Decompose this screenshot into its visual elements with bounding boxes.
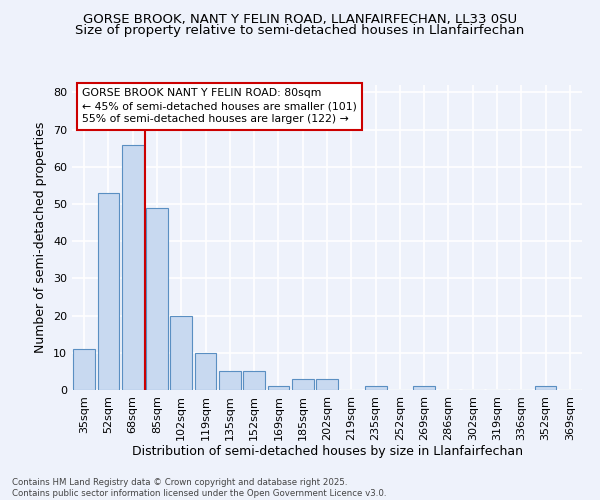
Y-axis label: Number of semi-detached properties: Number of semi-detached properties bbox=[34, 122, 47, 353]
Bar bbox=[413, 386, 435, 390]
Bar bbox=[243, 372, 265, 390]
Bar bbox=[535, 386, 556, 390]
Bar bbox=[268, 386, 289, 390]
Text: Size of property relative to semi-detached houses in Llanfairfechan: Size of property relative to semi-detach… bbox=[76, 24, 524, 37]
Bar bbox=[122, 144, 143, 390]
Text: GORSE BROOK NANT Y FELIN ROAD: 80sqm
← 45% of semi-detached houses are smaller (: GORSE BROOK NANT Y FELIN ROAD: 80sqm ← 4… bbox=[82, 88, 357, 124]
Bar bbox=[97, 193, 119, 390]
X-axis label: Distribution of semi-detached houses by size in Llanfairfechan: Distribution of semi-detached houses by … bbox=[131, 446, 523, 458]
Bar bbox=[219, 372, 241, 390]
Text: GORSE BROOK, NANT Y FELIN ROAD, LLANFAIRFECHAN, LL33 0SU: GORSE BROOK, NANT Y FELIN ROAD, LLANFAIR… bbox=[83, 12, 517, 26]
Bar bbox=[292, 379, 314, 390]
Bar bbox=[146, 208, 168, 390]
Bar bbox=[170, 316, 192, 390]
Text: Contains HM Land Registry data © Crown copyright and database right 2025.
Contai: Contains HM Land Registry data © Crown c… bbox=[12, 478, 386, 498]
Bar bbox=[73, 349, 95, 390]
Bar bbox=[365, 386, 386, 390]
Bar bbox=[194, 353, 217, 390]
Bar bbox=[316, 379, 338, 390]
